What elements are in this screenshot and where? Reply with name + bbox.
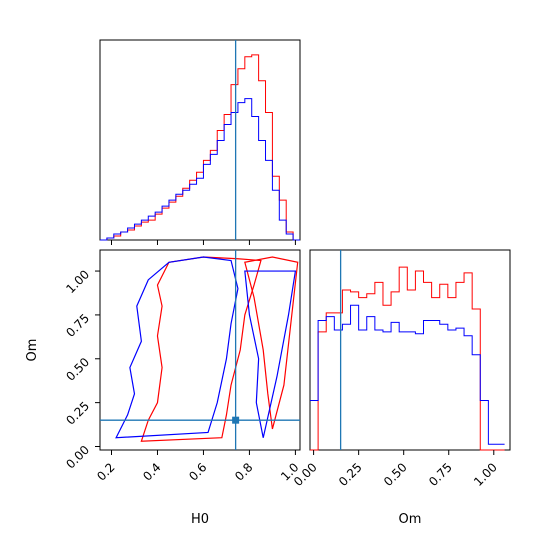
h0-tick-label-1: 0.4 [140,460,163,483]
h0-om-panel: 0.2 0.4 0.6 0.8 1.0 0.000.250.500.751.00 H0 … [25,249,302,527]
om-marginal-tick-label-3: 0.75 [426,460,455,489]
om-histogram-blue [310,304,505,445]
om-tick-label-0: 0.00 [63,443,92,472]
y-axis-title-om: Om [25,339,40,362]
om-tick-label-4: 1.00 [63,267,92,296]
contour-0 [140,256,262,442]
truth-marker [232,416,240,424]
om-tick-label-1: 0.25 [63,399,92,428]
om-marginal-panel: 0.00 0.25 0.50 0.75 1.00 Om [291,249,511,527]
contour-3 [244,270,297,438]
om-marginal-tick-label-2: 0.50 [381,460,410,489]
contour-1 [244,256,299,430]
om-histogram-red [310,266,505,451]
om-marginal-tick-label-4: 1.00 [471,460,500,489]
h0-tick-label-2: 0.6 [186,460,209,483]
om-tick-label-3: 0.75 [63,311,92,340]
om-tick-label-2: 0.50 [63,355,92,384]
h0-marginal-ticks [110,240,296,245]
h0-axis-ticks: 0.2 0.4 0.6 0.8 1.0 [94,450,302,484]
om-marginal-frame [309,249,511,451]
h0-om-contours [115,256,299,442]
x-axis-title-om: Om [399,512,422,527]
contour-2 [115,256,239,439]
om-marginal-tick-label-1: 0.25 [336,460,365,489]
om-axis-ticks-marginal: 0.00 0.25 0.50 0.75 1.00 [291,450,500,489]
h0-om-frame [99,249,301,451]
om-axis-ticks: 0.00 0.25 0.50 0.75 1.00 [63,267,100,472]
h0-tick-label-0: 0.2 [94,460,117,483]
h0-tick-label-3: 0.8 [232,460,255,483]
x-axis-title-h0: H0 [191,512,209,527]
h0-marginal-frame [99,39,301,241]
h0-histogram-red [100,54,300,241]
h0-marginal-panel [99,39,301,245]
h0-histogram-blue [100,98,300,241]
